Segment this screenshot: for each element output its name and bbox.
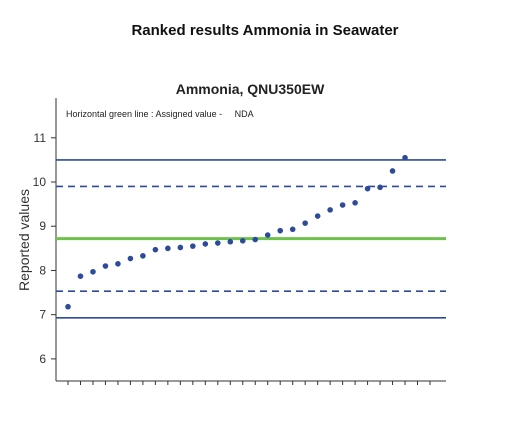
data-point xyxy=(214,240,221,246)
data-point xyxy=(289,226,296,233)
data-point xyxy=(252,236,259,243)
data-point xyxy=(177,244,184,251)
data-point xyxy=(102,263,109,269)
data-point xyxy=(115,261,121,267)
data-point xyxy=(77,273,84,280)
data-point xyxy=(339,202,346,208)
y-axis-label: Reported values xyxy=(16,189,32,291)
data-point xyxy=(90,268,96,275)
data-point xyxy=(202,241,209,247)
y-tick-label: 6 xyxy=(39,352,46,366)
data-point xyxy=(152,246,159,253)
data-point xyxy=(389,168,396,174)
data-point xyxy=(402,154,408,161)
data-point xyxy=(227,238,234,245)
data-point xyxy=(277,227,284,234)
data-point xyxy=(327,207,333,213)
data-point xyxy=(364,185,371,192)
y-tick-label: 8 xyxy=(39,263,46,277)
page-title: Ranked results Ammonia in Seawater xyxy=(131,22,399,39)
data-point xyxy=(239,238,246,244)
y-tick-label: 7 xyxy=(39,308,46,322)
y-tick-label: 10 xyxy=(33,175,47,189)
data-point xyxy=(314,213,321,219)
data-point xyxy=(352,199,358,206)
data-point xyxy=(140,253,146,259)
data-point xyxy=(190,243,196,249)
chart-title: Ammonia, QNU350EW xyxy=(176,81,325,97)
y-tick-label: 11 xyxy=(34,131,47,145)
data-point xyxy=(65,303,71,310)
data-point xyxy=(127,255,134,262)
data-point xyxy=(302,220,308,226)
y-tick-label: 9 xyxy=(39,219,46,233)
data-point xyxy=(165,245,171,252)
data-point xyxy=(377,184,383,191)
assigned-value-note: Horizontal green line : Assigned value -… xyxy=(66,109,254,119)
data-point xyxy=(264,232,271,238)
